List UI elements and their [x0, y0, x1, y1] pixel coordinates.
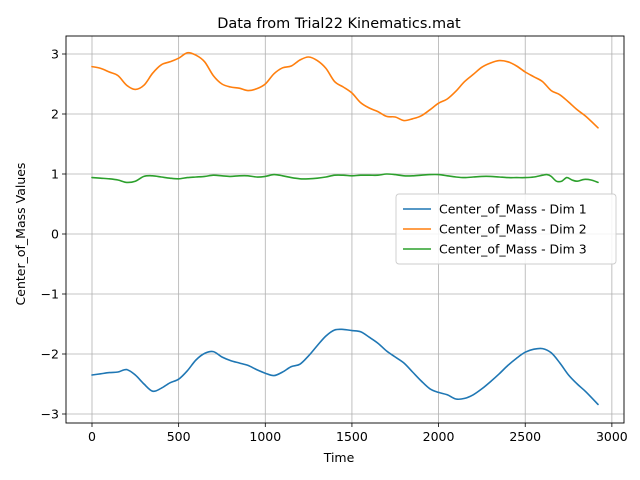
legend-label: Center_of_Mass - Dim 3 [439, 242, 587, 257]
y-tick-label: −3 [41, 407, 59, 422]
chart-title: Data from Trial22 Kinematics.mat [217, 16, 461, 32]
y-tick-label: 2 [51, 107, 59, 122]
y-tick-label: 1 [51, 167, 59, 182]
series-lines [91, 51, 599, 406]
x-tick-label: 1000 [249, 429, 281, 444]
legend: Center_of_Mass - Dim 1 Center_of_Mass - D… [395, 193, 617, 265]
x-tick-label: 1500 [336, 429, 368, 444]
series-line-dim-2 [91, 51, 599, 129]
y-tick-label: 0 [51, 227, 59, 242]
legend-label: Center_of_Mass - Dim 2 [439, 222, 587, 237]
series-line-dim-3 [91, 173, 599, 184]
x-tick-label: 500 [167, 429, 191, 444]
legend-label: Center_of_Mass - Dim 1 [439, 202, 587, 217]
series-line-dim-1 [91, 328, 599, 406]
y-tick-label: 3 [51, 47, 59, 62]
x-tick-label: 2500 [509, 429, 541, 444]
y-axis-label: Center_of_Mass Values [13, 163, 28, 306]
legend-box [395, 193, 617, 265]
x-axis-label: Time [323, 450, 355, 465]
axis-ticks: 0 500 1000 1500 2000 2500 3000 −3 −2 −1 0 1 2 3 [41, 47, 628, 445]
y-tick-label: −2 [41, 347, 59, 362]
x-tick-label: 0 [88, 429, 96, 444]
x-tick-label: 2000 [423, 429, 455, 444]
x-tick-label: 3000 [596, 429, 628, 444]
y-tick-label: −1 [41, 287, 59, 302]
plot-area-frame [65, 35, 625, 424]
